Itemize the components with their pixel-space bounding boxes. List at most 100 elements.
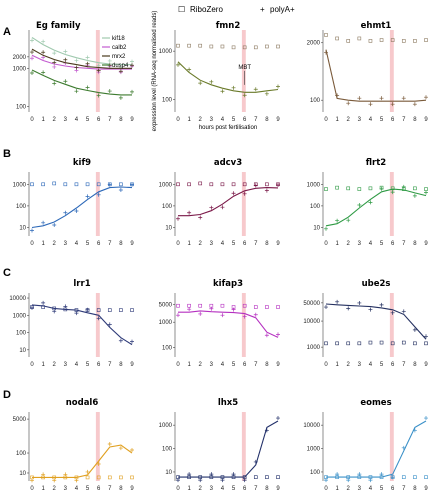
ribozero-point-nodal6-1 bbox=[41, 475, 45, 480]
series-line-nodal6-0 bbox=[32, 444, 133, 478]
x-tick-label-ube2s-1: 1 bbox=[335, 362, 339, 368]
x-tick-label-ube2s-8: 8 bbox=[413, 362, 417, 368]
polya-point-ube2s-0-5 bbox=[379, 302, 384, 307]
row-label-b: B bbox=[3, 148, 11, 160]
ribozero-point-kif9-5 bbox=[85, 182, 90, 187]
x-tick-label-eg-1: 1 bbox=[41, 117, 45, 123]
x-tick-label-ube2s-7: 7 bbox=[402, 362, 406, 368]
ribozero-point-fmn2-6 bbox=[242, 45, 247, 50]
legend-polya-symbol: + bbox=[260, 5, 265, 14]
polya-point-eg-2-9 bbox=[130, 63, 134, 68]
x-tick-label-adcv3-8: 8 bbox=[265, 241, 269, 247]
ribozero-point-fmn2-5 bbox=[231, 45, 236, 50]
series-line-eomes-0 bbox=[326, 420, 427, 478]
ribozero-point-ehmt1-5 bbox=[379, 38, 384, 42]
polya-point-lhx5-0-8 bbox=[264, 428, 269, 433]
polya-point-eg-3-5 bbox=[85, 85, 90, 90]
ribozero-point-eomes-2 bbox=[346, 475, 351, 479]
y-tick-label-kif9-0: 1000 bbox=[13, 182, 27, 188]
x-tick-label-flrt2-2: 2 bbox=[347, 241, 351, 247]
ribozero-point-adcv3-2 bbox=[198, 181, 203, 186]
row-label-a: A bbox=[3, 26, 11, 38]
polya-point-lrr1-0-8 bbox=[118, 338, 123, 343]
polya-point-eg-2-6 bbox=[96, 68, 101, 73]
highlight-band-kifap3 bbox=[241, 293, 246, 357]
ribozero-point-flrt2-4 bbox=[368, 186, 373, 191]
ribozero-point-ehmt1-0 bbox=[324, 33, 328, 37]
ribozero-point-lhx5-3 bbox=[209, 475, 214, 479]
polya-point-ube2s-0-4 bbox=[368, 307, 373, 312]
polya-point-kif9-0-5 bbox=[85, 194, 90, 199]
ribozero-point-lrr1-2 bbox=[52, 306, 57, 311]
highlight-band-lrr1 bbox=[95, 293, 100, 357]
series-line-fmn2-0 bbox=[177, 61, 279, 93]
ribozero-point-flrt2-1 bbox=[335, 185, 339, 190]
ribozero-point-lhx5-8 bbox=[265, 475, 269, 479]
x-tick-label-fmn2-2: 2 bbox=[199, 117, 203, 123]
ribozero-point-kifap3-5 bbox=[231, 305, 236, 309]
x-tick-label-lrr1-3: 3 bbox=[64, 362, 68, 368]
ribozero-point-kifap3-9 bbox=[276, 305, 280, 309]
x-tick-label-eomes-9: 9 bbox=[424, 486, 428, 492]
polya-point-flrt2-0-1 bbox=[335, 218, 340, 223]
x-tick-label-eomes-1: 1 bbox=[335, 486, 339, 492]
x-tick-label-ube2s-5: 5 bbox=[380, 362, 384, 368]
polya-point-kifap3-0-9 bbox=[276, 332, 280, 337]
x-tick-label-ehmt1-6: 6 bbox=[391, 117, 395, 123]
x-tick-label-lrr1-0: 0 bbox=[30, 362, 34, 368]
ribozero-point-kifap3-2 bbox=[198, 303, 203, 308]
polya-point-kif9-0-3 bbox=[63, 210, 68, 215]
polya-point-eg-3-9 bbox=[130, 89, 134, 94]
polya-point-nodal6-0-8 bbox=[118, 446, 123, 451]
polya-point-ehmt1-0-2 bbox=[346, 101, 351, 106]
ribozero-point-eomes-1 bbox=[335, 475, 339, 479]
x-tick-label-eg-4: 4 bbox=[75, 117, 79, 123]
series-line-flrt2-0 bbox=[325, 188, 427, 227]
panel-title-eomes: eomes bbox=[360, 398, 391, 408]
y-tick-label-lrr1-3: 10 bbox=[19, 348, 26, 354]
x-tick-label-ube2s-3: 3 bbox=[358, 362, 362, 368]
ribozero-point-flrt2-8 bbox=[413, 186, 417, 191]
ribozero-point-kif9-7 bbox=[107, 182, 112, 187]
y-tick-label-eomes-2: 100 bbox=[310, 470, 321, 476]
polya-point-fmn2-0-5 bbox=[231, 85, 236, 90]
series-line-ehmt1-0 bbox=[325, 49, 427, 102]
polya-point-eg-2-2 bbox=[52, 60, 57, 65]
x-tick-label-lhx5-0: 0 bbox=[176, 486, 180, 492]
y-tick-label-flrt2-0: 1000 bbox=[307, 182, 321, 188]
x-tick-label-fmn2-1: 1 bbox=[187, 117, 191, 123]
x-tick-label-flrt2-0: 0 bbox=[324, 241, 328, 247]
y-tick-label-kif9-2: 10 bbox=[19, 225, 26, 231]
x-tick-label-eomes-4: 4 bbox=[369, 486, 373, 492]
polya-point-adcv3-0-0 bbox=[176, 216, 180, 221]
x-tick-label-kifap3-4: 4 bbox=[221, 362, 225, 368]
y-tick-label-kifap3-2: 100 bbox=[162, 345, 173, 351]
ribozero-point-adcv3-3 bbox=[209, 182, 214, 187]
y-tick-label-kif9-1: 100 bbox=[16, 204, 27, 210]
ribozero-point-lhx5-6 bbox=[242, 475, 247, 479]
x-tick-label-nodal6-2: 2 bbox=[53, 486, 57, 492]
x-tick-label-ube2s-0: 0 bbox=[324, 362, 328, 368]
ribozero-point-ube2s-0 bbox=[324, 341, 328, 346]
polya-point-fmn2-0-1 bbox=[187, 67, 192, 72]
polya-point-eg-3-0 bbox=[30, 71, 34, 76]
legend-entry-calb2: calb2 bbox=[112, 45, 127, 51]
polya-point-eg-1-0 bbox=[30, 56, 34, 61]
ribozero-point-ube2s-5 bbox=[379, 340, 384, 345]
x-tick-label-lhx5-8: 8 bbox=[265, 486, 269, 492]
y-tick-label-ehmt1-0: 2000 bbox=[307, 41, 321, 47]
ribozero-point-lhx5-5 bbox=[231, 475, 236, 479]
y-tick-label-adcv3-1: 100 bbox=[162, 204, 173, 210]
polya-point-eg-0-7 bbox=[107, 58, 112, 63]
panel-title-fmn2: fmn2 bbox=[216, 21, 241, 31]
polya-point-eg-3-8 bbox=[118, 95, 123, 100]
x-tick-label-lhx5-6: 6 bbox=[243, 486, 247, 492]
x-tick-label-eg-9: 9 bbox=[130, 117, 134, 123]
polya-point-kif9-0-8 bbox=[118, 188, 123, 193]
x-tick-label-adcv3-0: 0 bbox=[176, 241, 180, 247]
x-tick-label-flrt2-5: 5 bbox=[380, 241, 384, 247]
polya-point-lrr1-0-1 bbox=[41, 300, 46, 305]
